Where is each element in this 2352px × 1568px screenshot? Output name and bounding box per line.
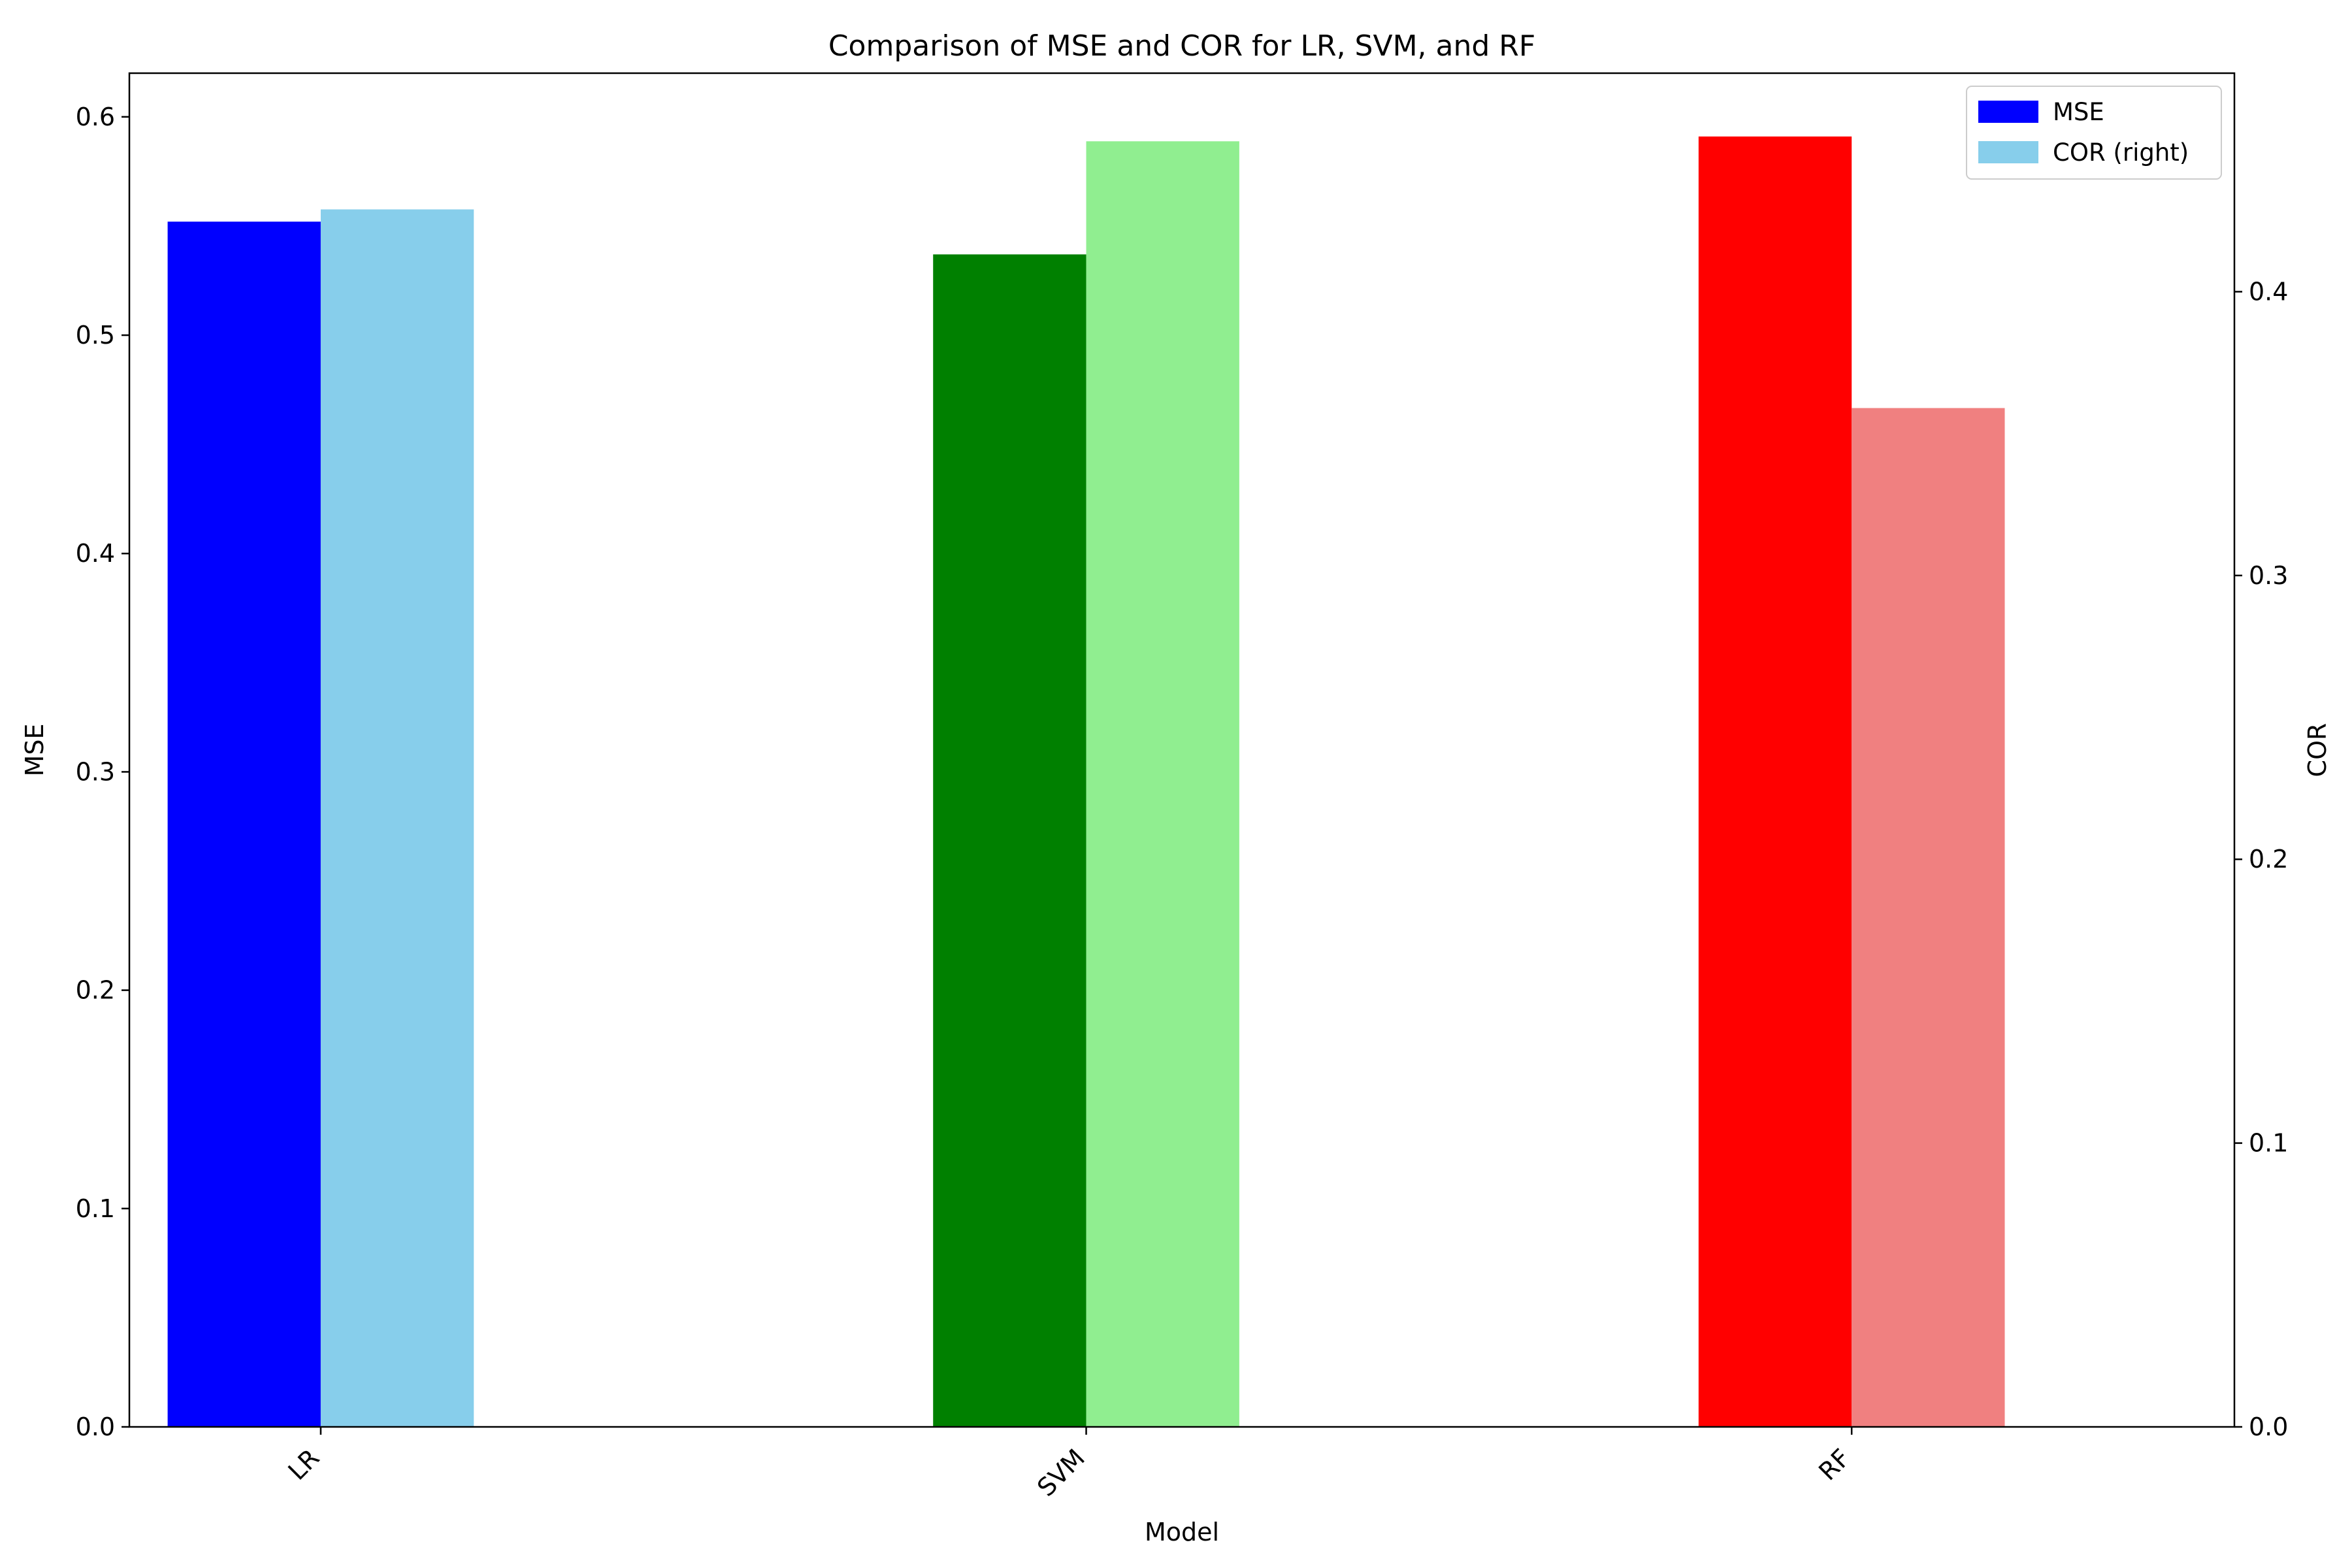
- legend-swatch: [1978, 101, 2038, 123]
- left-tick-label: 0.5: [76, 321, 115, 350]
- legend-label: COR (right): [2053, 139, 2189, 167]
- left-y-axis: 0.0 0.1 0.2 0.3 0.4 0.5 0.6: [76, 103, 129, 1441]
- left-axis-label: MSE: [20, 724, 49, 777]
- left-tick-label: 0.2: [76, 976, 115, 1005]
- left-tick-label: 0.4: [76, 539, 115, 568]
- right-axis-label: COR: [2303, 723, 2332, 777]
- right-tick-label: 0.3: [2249, 561, 2288, 590]
- chart-title: Comparison of MSE and COR for LR, SVM, a…: [828, 29, 1535, 63]
- legend-label: MSE: [2053, 98, 2104, 126]
- bar-mse-svm: [933, 254, 1086, 1428]
- left-tick-label: 0.3: [76, 757, 115, 786]
- left-tick-label: 0.0: [76, 1413, 115, 1441]
- plot-frame: [128, 72, 2236, 1428]
- bar-cor-rf: [1852, 408, 2005, 1427]
- bars-layer: [167, 136, 2005, 1428]
- bar-cor-svm: [1086, 141, 1239, 1427]
- legend: MSE COR (right): [1966, 86, 2222, 180]
- left-tick-label: 0.6: [76, 103, 115, 131]
- right-tick-label: 0.2: [2249, 845, 2288, 874]
- bar-cor-lr: [320, 209, 474, 1427]
- legend-swatch: [1978, 141, 2038, 163]
- right-tick-label: 0.0: [2249, 1413, 2288, 1441]
- right-tick-label: 0.1: [2249, 1129, 2288, 1158]
- bar-mse-lr: [167, 221, 321, 1428]
- right-y-axis: 0.0 0.1 0.2 0.3 0.4: [2234, 277, 2288, 1441]
- left-tick-label: 0.1: [76, 1194, 115, 1223]
- bar-mse-rf: [1698, 136, 1852, 1427]
- x-axis-label: Model: [1145, 1518, 1219, 1546]
- right-tick-label: 0.4: [2249, 277, 2288, 306]
